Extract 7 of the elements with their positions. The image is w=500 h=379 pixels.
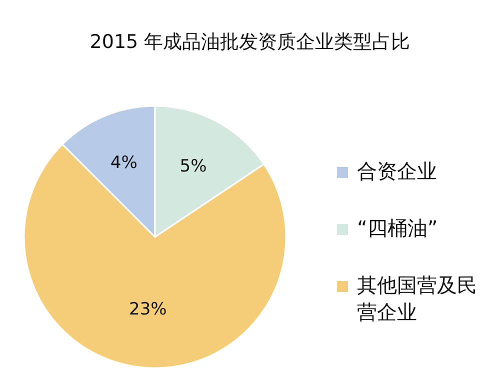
data-label: 23% (129, 300, 167, 320)
legend-label: 合资企业 (357, 159, 437, 183)
legend-label: 其他国营及民营企业 (357, 273, 477, 324)
data-label: 5% (180, 156, 207, 176)
legend-label: “四桶油” (357, 216, 438, 240)
chart-title: 2015 年成品油批发资质企业类型占比 (90, 31, 410, 53)
data-label: 4% (110, 152, 138, 173)
